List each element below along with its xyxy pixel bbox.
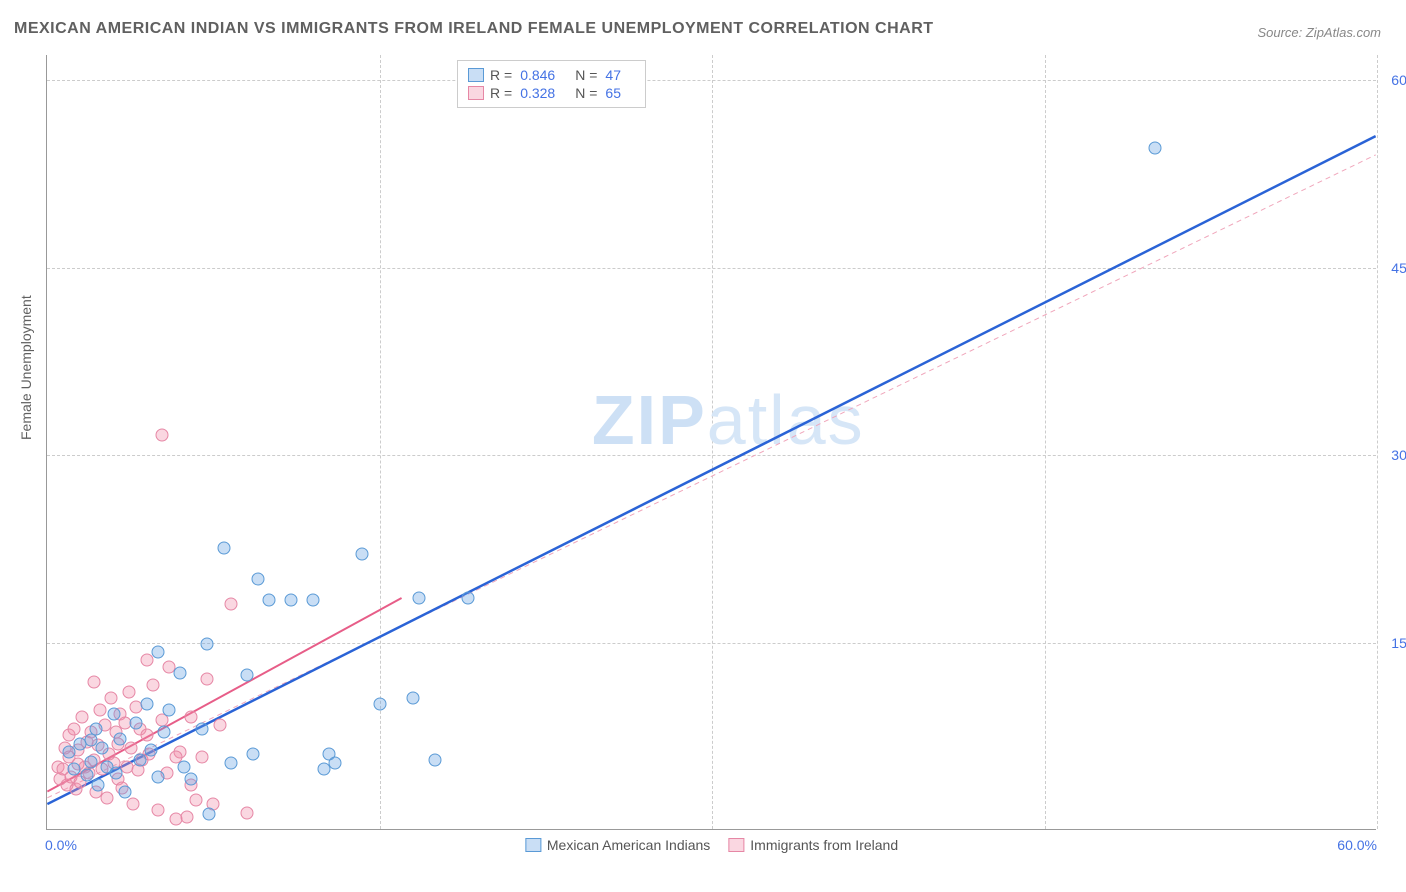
y-tick-label: 15.0% xyxy=(1381,635,1406,651)
point-series1 xyxy=(224,756,237,769)
point-series1 xyxy=(151,770,164,783)
point-series1 xyxy=(158,725,171,738)
n-label: N = xyxy=(575,85,597,101)
point-series2 xyxy=(213,719,226,732)
point-series1 xyxy=(107,708,120,721)
legend-item-series2: Immigrants from Ireland xyxy=(728,837,898,853)
point-series1 xyxy=(96,741,109,754)
y-tick-label: 60.0% xyxy=(1381,72,1406,88)
gridline-v xyxy=(380,55,381,829)
point-series1 xyxy=(89,723,102,736)
point-series1 xyxy=(134,754,147,767)
point-series2 xyxy=(94,704,107,717)
legend-item-series1: Mexican American Indians xyxy=(525,837,710,853)
point-series2 xyxy=(147,679,160,692)
point-series1 xyxy=(140,698,153,711)
legend-label: Mexican American Indians xyxy=(547,837,710,853)
point-series1 xyxy=(200,638,213,651)
legend-series: Mexican American Indians Immigrants from… xyxy=(525,837,898,853)
point-series1 xyxy=(251,573,264,586)
r-label: R = xyxy=(490,67,512,83)
source-label: Source: ZipAtlas.com xyxy=(1257,25,1381,40)
point-series2 xyxy=(185,710,198,723)
point-series1 xyxy=(329,756,342,769)
point-series2 xyxy=(67,723,80,736)
point-series1 xyxy=(129,716,142,729)
point-series2 xyxy=(125,741,138,754)
point-series1 xyxy=(406,691,419,704)
legend-stats-row-2: R = 0.328 N = 65 xyxy=(468,84,635,102)
point-series2 xyxy=(200,673,213,686)
point-series2 xyxy=(240,806,253,819)
legend-stats: R = 0.846 N = 47 R = 0.328 N = 65 xyxy=(457,60,646,108)
y-tick-label: 45.0% xyxy=(1381,260,1406,276)
legend-label: Immigrants from Ireland xyxy=(750,837,898,853)
point-series2 xyxy=(196,750,209,763)
plot-area: ZIPatlas R = 0.846 N = 47 R = 0.328 N = … xyxy=(46,55,1376,830)
point-series1 xyxy=(109,766,122,779)
watermark-bold: ZIP xyxy=(592,381,707,459)
legend-stats-row-1: R = 0.846 N = 47 xyxy=(468,66,635,84)
watermark: ZIPatlas xyxy=(592,380,865,460)
n-value: 65 xyxy=(605,85,621,101)
point-series1 xyxy=(462,591,475,604)
point-series1 xyxy=(218,541,231,554)
point-series1 xyxy=(162,704,175,717)
point-series1 xyxy=(202,808,215,821)
legend-swatch-series2 xyxy=(468,86,484,100)
r-label: R = xyxy=(490,85,512,101)
point-series1 xyxy=(67,763,80,776)
point-series1 xyxy=(307,594,320,607)
point-series1 xyxy=(91,779,104,792)
point-series2 xyxy=(87,675,100,688)
point-series1 xyxy=(240,669,253,682)
point-series1 xyxy=(355,548,368,561)
point-series1 xyxy=(174,666,187,679)
point-series2 xyxy=(224,598,237,611)
point-series1 xyxy=(413,591,426,604)
gridline-v xyxy=(712,55,713,829)
x-tick-label: 60.0% xyxy=(1337,837,1377,853)
x-tick-label: 0.0% xyxy=(45,837,77,853)
point-series1 xyxy=(262,594,275,607)
point-series1 xyxy=(196,723,209,736)
point-series2 xyxy=(105,691,118,704)
point-series1 xyxy=(284,594,297,607)
y-axis-label: Female Unemployment xyxy=(18,295,34,440)
watermark-thin: atlas xyxy=(707,381,865,459)
y-tick-label: 30.0% xyxy=(1381,447,1406,463)
point-series2 xyxy=(151,804,164,817)
legend-swatch-series1 xyxy=(468,68,484,82)
point-series1 xyxy=(118,785,131,798)
legend-swatch-series2 xyxy=(728,838,744,852)
point-series1 xyxy=(428,754,441,767)
chart-title: MEXICAN AMERICAN INDIAN VS IMMIGRANTS FR… xyxy=(14,20,934,38)
point-series2 xyxy=(127,798,140,811)
point-series1 xyxy=(85,755,98,768)
point-series1 xyxy=(80,769,93,782)
point-series2 xyxy=(76,710,89,723)
legend-swatch-series1 xyxy=(525,838,541,852)
point-series1 xyxy=(114,733,127,746)
point-series1 xyxy=(247,748,260,761)
point-series2 xyxy=(140,729,153,742)
point-series1 xyxy=(145,744,158,757)
point-series1 xyxy=(185,773,198,786)
point-series1 xyxy=(1149,141,1162,154)
point-series2 xyxy=(180,810,193,823)
point-series2 xyxy=(156,429,169,442)
n-label: N = xyxy=(575,67,597,83)
point-series1 xyxy=(151,645,164,658)
point-series1 xyxy=(178,760,191,773)
point-series1 xyxy=(373,698,386,711)
point-series2 xyxy=(123,685,136,698)
point-series2 xyxy=(140,654,153,667)
point-series2 xyxy=(100,791,113,804)
n-value: 47 xyxy=(605,67,621,83)
r-value: 0.846 xyxy=(520,67,555,83)
gridline-v xyxy=(1045,55,1046,829)
point-series2 xyxy=(189,794,202,807)
r-value: 0.328 xyxy=(520,85,555,101)
gridline-v xyxy=(1377,55,1378,829)
